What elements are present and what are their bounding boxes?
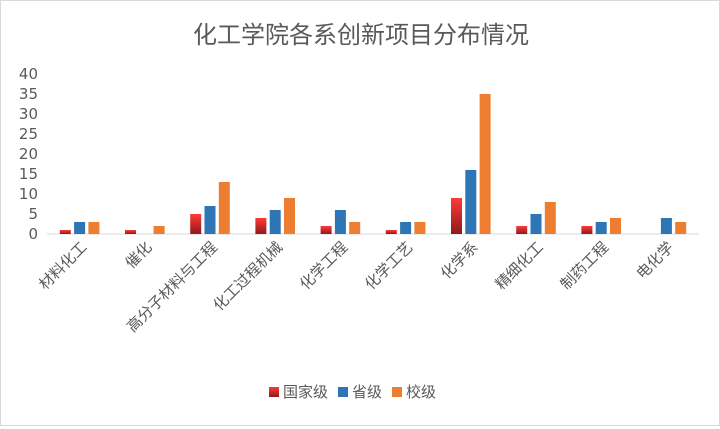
y-tick-label: 30: [19, 105, 38, 123]
bar: [385, 230, 397, 234]
bar: [544, 202, 556, 234]
x-category-label: 电化学: [633, 238, 678, 283]
bar: [125, 230, 136, 234]
y-axis: 0 5 10 15 20 25 30 35 40: [19, 65, 699, 243]
x-category-label: 化工过程机械: [210, 238, 286, 314]
bar: [284, 198, 295, 234]
bar: [530, 214, 542, 234]
bar: [675, 222, 687, 234]
x-category-label: 化学工艺: [361, 238, 416, 293]
x-category-label: 化学系: [437, 238, 482, 283]
legend-swatch: [392, 387, 402, 397]
legend-label: 校级: [406, 383, 436, 401]
bar: [400, 222, 412, 234]
bar: [320, 226, 332, 234]
y-tick-label: 15: [19, 165, 38, 183]
y-tick-label: 0: [28, 225, 38, 243]
bar: [581, 226, 593, 234]
bars: [59, 94, 687, 234]
legend-label: 国家级: [283, 383, 328, 401]
bar: [660, 218, 672, 234]
bar: [479, 94, 491, 234]
y-tick-label: 35: [19, 85, 38, 103]
x-category-label: 催化: [122, 238, 156, 272]
bar: [516, 226, 528, 234]
bar: [334, 210, 346, 234]
bar: [610, 218, 621, 234]
chart-title: 化工学院各系创新项目分布情况: [193, 21, 529, 49]
bar: [595, 222, 607, 234]
x-category-label: 制药工程: [557, 238, 612, 293]
y-tick-label: 10: [19, 185, 38, 203]
legend: 国家级 省级 校级: [269, 383, 436, 401]
bar: [255, 218, 267, 234]
legend-swatch: [338, 387, 348, 397]
bar: [218, 182, 230, 234]
bar: [349, 222, 361, 234]
bar: [465, 170, 477, 234]
x-category-label: 材料化工: [35, 238, 90, 293]
x-category-label: 化学工程: [296, 238, 351, 293]
y-tick-label: 40: [19, 65, 38, 83]
x-category-label: 精细化工: [492, 238, 547, 293]
y-tick-label: 20: [19, 145, 38, 163]
bar: [88, 222, 100, 234]
bar: [269, 210, 281, 234]
y-tick-label: 5: [28, 205, 38, 223]
bar: [153, 226, 165, 234]
bar: [190, 214, 202, 234]
bar: [451, 198, 462, 234]
bar: [59, 230, 71, 234]
bar: [204, 206, 216, 234]
y-tick-label: 25: [19, 125, 38, 143]
legend-swatch: [269, 387, 279, 397]
bar: [414, 222, 426, 234]
x-axis: 材料化工 催化高分子材料与工程化工过程机械 化学工程 化学工艺 化学系 精细化工 制药工程电…: [35, 238, 677, 336]
legend-label: 省级: [352, 383, 382, 401]
bar: [74, 222, 86, 234]
